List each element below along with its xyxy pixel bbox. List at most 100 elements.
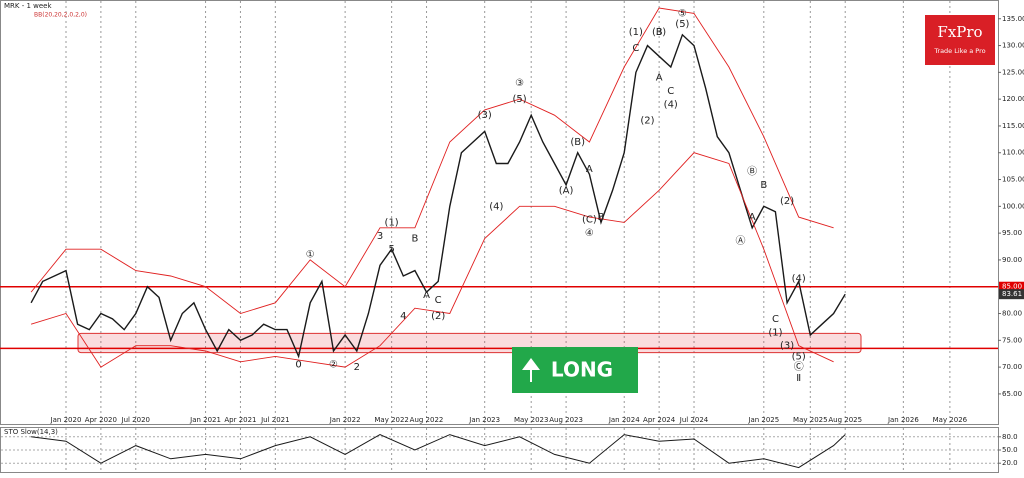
wave-label: C (667, 86, 674, 97)
wave-label: (1) (385, 217, 399, 228)
x-tick-label: May 2025 (793, 416, 828, 424)
y-tick-label: 105.00 (1002, 176, 1024, 184)
wave-label: (3) (652, 27, 666, 38)
wave-label: (3) (780, 341, 794, 352)
wave-label: 2 (354, 362, 360, 373)
x-tick-label: Jul 2021 (260, 416, 290, 424)
x-tick-label: May 2022 (374, 416, 409, 424)
wave-label: ① (306, 250, 315, 261)
wave-label: (5) (675, 19, 689, 30)
price-line (30, 33, 846, 359)
wave-label: 5 (388, 244, 394, 255)
logo-name: FxPro (937, 23, 982, 41)
y-tick-label: 125.00 (1002, 68, 1024, 76)
wave-label: (1) (629, 27, 643, 38)
x-tick-label: Aug 2023 (549, 416, 583, 424)
level-tag (999, 281, 1024, 292)
x-tick-label: Jan 2021 (189, 416, 221, 424)
wave-label: (5) (512, 94, 526, 105)
wave-label: Ⅱ (796, 373, 801, 384)
x-tick-label: May 2026 (933, 416, 968, 424)
wave-label: ④ (585, 228, 594, 239)
wave-label: C (435, 295, 442, 306)
wave-label: ⑤ (678, 8, 687, 19)
y-tick-label: 120.00 (1002, 95, 1024, 103)
wave-label: Ⓒ (794, 361, 804, 373)
y-tick-label: 50.0 (1002, 446, 1018, 454)
wave-label: (4) (664, 100, 678, 111)
x-tick-label: Jul 2024 (679, 416, 709, 424)
x-tick-label: Jan 2023 (468, 416, 500, 424)
last-value-label: 83.61 (1002, 290, 1022, 298)
wave-label: 0 (295, 359, 301, 370)
wave-label: (C) (582, 215, 597, 226)
y-tick-label: 65.00 (1002, 390, 1022, 398)
x-tick-label: Apr 2024 (643, 416, 676, 424)
x-tick-label: Aug 2022 (410, 416, 444, 424)
y-tick-label: 95.00 (1002, 229, 1022, 237)
x-tick-label: Aug 2025 (828, 416, 862, 424)
wave-label: C (772, 314, 779, 325)
plot-frame (0, 0, 999, 425)
x-tick-label: Apr 2021 (224, 416, 256, 424)
y-tick-label: 70.00 (1002, 363, 1022, 371)
x-tick-label: Jan 2020 (50, 416, 82, 424)
y-tick-label: 110.00 (1002, 149, 1024, 157)
band-line (30, 7, 834, 314)
wave-label: A (586, 164, 593, 175)
x-tick-label: Jan 2024 (608, 416, 640, 424)
logo-box (925, 15, 995, 65)
wave-label: B (760, 180, 767, 191)
stochastic-line (31, 434, 846, 469)
indicator-label: BB(20,20,2,0,2,0) (34, 12, 87, 19)
wave-label: 3 (377, 231, 383, 242)
chart-title: MRK - 1 week (4, 2, 52, 10)
wave-label: C (632, 43, 639, 54)
wave-label: B (411, 233, 418, 244)
stochastic-title: STO Slow(14,3) (4, 428, 58, 436)
level-label: 85.00 (1002, 283, 1022, 291)
wave-label: 4 (400, 311, 406, 322)
wave-label: A (749, 212, 756, 223)
y-tick-label: 115.00 (1002, 122, 1024, 130)
wave-label: (4) (792, 274, 806, 285)
wave-label: (2) (431, 311, 445, 322)
wave-label: (1) (768, 327, 782, 338)
wave-label: ② (329, 359, 338, 370)
wave-label: A (423, 290, 430, 301)
wave-label: B (656, 27, 663, 38)
x-tick-label: May 2023 (514, 416, 549, 424)
wave-label: A (656, 73, 663, 84)
band-line (30, 152, 834, 368)
logo-tagline: Trade Like a Pro (933, 47, 985, 55)
wave-label: (A) (559, 185, 574, 196)
y-tick-label: 20.0 (1002, 459, 1018, 467)
x-tick-label: Jul 2020 (121, 416, 151, 424)
last-value-tag (999, 289, 1024, 300)
wave-label: (5) (792, 351, 806, 362)
wave-label: B (598, 212, 605, 223)
y-tick-label: 90.00 (1002, 256, 1022, 264)
x-tick-label: Jan 2026 (887, 416, 919, 424)
y-tick-label: 100.00 (1002, 202, 1024, 210)
wave-label: Ⓑ (747, 166, 757, 178)
wave-label: ③ (515, 78, 524, 89)
signal-arrow (522, 358, 540, 382)
y-tick-label: 75.00 (1002, 336, 1022, 344)
wave-label: (2) (780, 196, 794, 207)
y-tick-label: 80.0 (1002, 433, 1018, 441)
x-tick-label: Jan 2022 (329, 416, 361, 424)
x-tick-label: Jan 2025 (747, 416, 779, 424)
x-tick-label: Apr 2020 (85, 416, 117, 424)
wave-label: (3) (478, 110, 492, 121)
y-tick-label: 130.00 (1002, 42, 1024, 50)
signal-label: LONG (551, 358, 613, 382)
y-tick-label: 135.00 (1002, 15, 1024, 23)
wave-label: (2) (640, 116, 654, 127)
y-tick-label: 80.00 (1002, 310, 1022, 318)
wave-label: Ⓐ (736, 235, 746, 247)
wave-label: (4) (489, 201, 503, 212)
wave-label: (B) (570, 137, 585, 148)
